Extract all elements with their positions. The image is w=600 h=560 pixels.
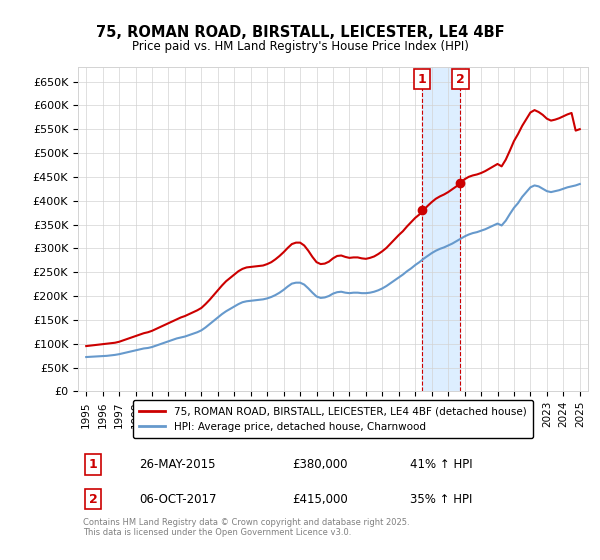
Text: Price paid vs. HM Land Registry's House Price Index (HPI): Price paid vs. HM Land Registry's House … [131, 40, 469, 53]
Bar [422, 67, 460, 391]
Text: 26-MAY-2015: 26-MAY-2015 [139, 458, 216, 471]
Text: 35% ↑ HPI: 35% ↑ HPI [409, 492, 472, 506]
Text: Contains HM Land Registry data © Crown copyright and database right 2025.
This d: Contains HM Land Registry data © Crown c… [83, 518, 410, 538]
Text: £380,000: £380,000 [292, 458, 348, 471]
Text: 2: 2 [456, 73, 465, 86]
Text: 41% ↑ HPI: 41% ↑ HPI [409, 458, 472, 471]
Text: 2: 2 [89, 492, 98, 506]
Text: 1: 1 [418, 73, 426, 86]
Legend: 75, ROMAN ROAD, BIRSTALL, LEICESTER, LE4 4BF (detached house), HPI: Average pric: 75, ROMAN ROAD, BIRSTALL, LEICESTER, LE4… [133, 400, 533, 438]
Text: £415,000: £415,000 [292, 492, 348, 506]
Text: 06-OCT-2017: 06-OCT-2017 [139, 492, 217, 506]
Text: 75, ROMAN ROAD, BIRSTALL, LEICESTER, LE4 4BF: 75, ROMAN ROAD, BIRSTALL, LEICESTER, LE4… [95, 25, 505, 40]
Text: 1: 1 [89, 458, 98, 471]
